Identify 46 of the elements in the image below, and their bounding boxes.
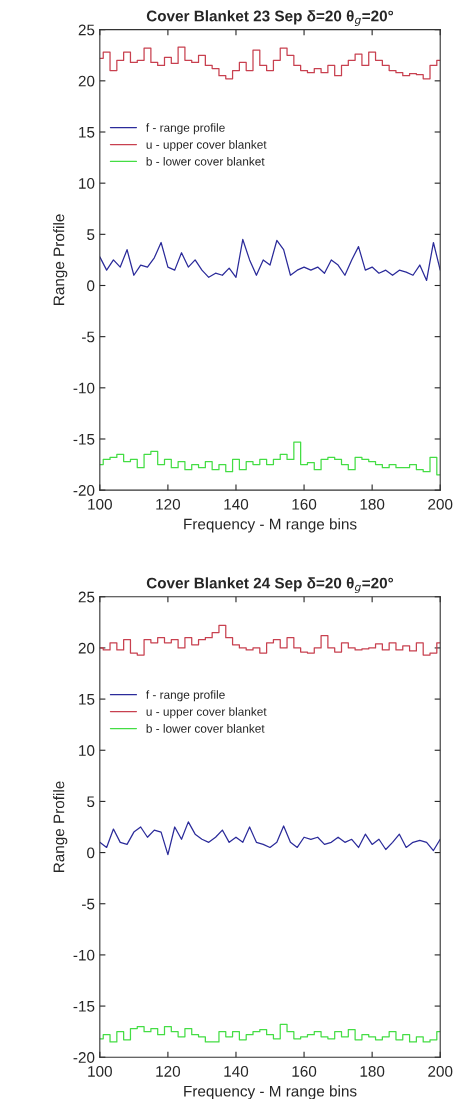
chart-title: Cover Blanket 24 Sep δ=20 θ$_{g}$=20° [146, 577, 394, 594]
line-series [99, 238, 441, 282]
y-tick-label: 15 [79, 694, 95, 705]
x-axis-title: Frequency - M range bins [184, 1085, 357, 1099]
y-tick-label: 5 [87, 796, 95, 808]
y-tick-label: -15 [73, 434, 95, 445]
legend-label: b - lower cover blanket [146, 724, 265, 733]
x-tick-label: 180 [360, 498, 385, 510]
x-tick-label: 140 [224, 1065, 249, 1077]
y-tick-label: 20 [78, 75, 95, 87]
x-tick-label: 180 [360, 1065, 385, 1077]
y-tick-label: 20 [78, 642, 95, 654]
x-axis-title: Frequency - M range bins [184, 518, 357, 533]
y-axis-title: Range Profile [53, 781, 68, 873]
x-tick-label: 160 [292, 1065, 317, 1077]
y-tick-label: 0 [87, 847, 95, 859]
legend-label: u - upper cover blanket [146, 140, 267, 152]
x-tick-label: 120 [156, 1065, 181, 1077]
y-tick-label: 10 [79, 745, 95, 756]
y-tick-label: 0 [87, 280, 95, 292]
y-tick-label: 15 [79, 127, 95, 138]
y-tick-label: 25 [78, 591, 95, 603]
legend-label: u - upper cover blanket [146, 707, 267, 719]
y-tick-label: 25 [78, 24, 95, 36]
y-tick-label: 10 [79, 178, 95, 189]
x-tick-label: 140 [224, 498, 249, 510]
x-tick-label: 100 [88, 498, 112, 510]
y-tick-label: 5 [87, 229, 95, 241]
x-tick-label: 100 [88, 1065, 112, 1077]
chart-title: Cover Blanket 23 Sep δ=20 θ$_{g}$=20° [146, 10, 394, 26]
legend-label: b - lower cover blanket [146, 157, 265, 166]
y-tick-label: -10 [73, 382, 95, 394]
x-tick-label: 120 [156, 498, 181, 510]
line-series [99, 821, 441, 856]
y-axis-title: Range Profile [53, 214, 68, 305]
y-tick-label: -5 [82, 898, 95, 910]
x-tick-label: 200 [428, 1065, 453, 1077]
legend-label: f - range profile [146, 690, 225, 702]
x-tick-label: 160 [292, 498, 317, 510]
x-tick-label: 200 [428, 498, 453, 510]
y-tick-label: -10 [73, 949, 95, 961]
y-tick-label: -15 [73, 1001, 95, 1012]
legend-label: f - range profile [146, 123, 225, 135]
y-tick-label: -5 [82, 331, 95, 343]
y-tick-label: -20 [73, 1052, 95, 1063]
y-tick-label: -20 [73, 485, 95, 496]
